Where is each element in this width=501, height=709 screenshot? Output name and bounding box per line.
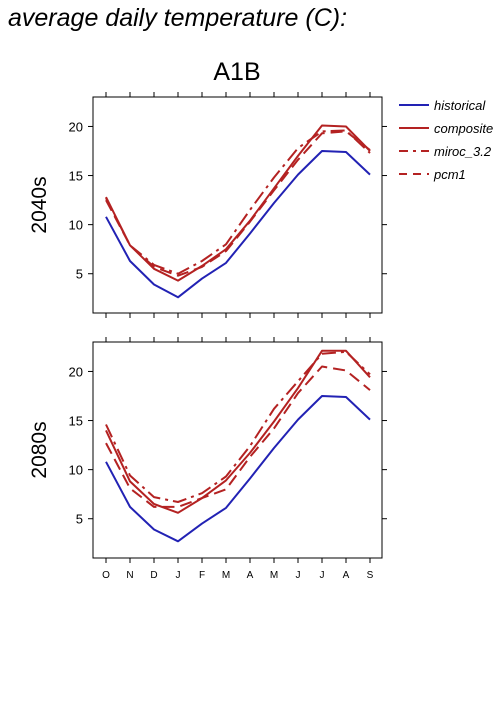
legend-label-miroc_3.2: miroc_3.2: [434, 144, 492, 159]
page-title: average daily temperature (C):: [8, 4, 348, 32]
plot-frame: [92, 96, 383, 314]
x-tick-label: M: [222, 570, 230, 581]
x-tick-label: N: [126, 570, 133, 581]
legend-label-historical: historical: [434, 98, 486, 113]
x-tick-label: A: [343, 570, 350, 581]
plot-frame: [92, 341, 383, 559]
x-tick-label: J: [320, 570, 325, 581]
y-tick-label: 10: [69, 463, 83, 478]
y-tick-label: 15: [69, 169, 83, 184]
series-line-composite: [105, 349, 371, 514]
series-line-pcm1: [105, 130, 371, 277]
panel-2040s: 5 10 15 20 2040s: [28, 92, 387, 318]
y-axis-label: 2080s: [28, 421, 51, 478]
panels-layer: 5 10 15 20 2040s 5 10 15 20 O N D J F M A M J J A S 2080s: [28, 92, 387, 581]
y-tick-label: 20: [69, 364, 83, 379]
x-tick-label: A: [247, 570, 254, 581]
series-line-historical: [105, 150, 371, 299]
chart-title: A1B: [213, 58, 260, 86]
panel-2080s: 5 10 15 20 O N D J F M A M J J A S 2080s: [28, 337, 387, 581]
y-tick-label: 10: [69, 218, 83, 233]
series-line-miroc_3.2: [105, 350, 371, 503]
x-tick-label: J: [176, 570, 181, 581]
series-line-pcm1: [105, 365, 371, 508]
x-tick-label: J: [296, 570, 301, 581]
y-tick-label: 5: [76, 267, 83, 282]
x-tick-label: F: [199, 570, 205, 581]
series-line-composite: [105, 124, 371, 282]
x-tick-label: O: [102, 570, 110, 581]
legend-label-composite: composite: [434, 121, 493, 136]
x-tick-label: S: [367, 570, 374, 581]
y-tick-label: 5: [76, 512, 83, 527]
legend-label-pcm1: pcm1: [433, 167, 466, 182]
series-line-historical: [105, 395, 371, 543]
y-tick-label: 15: [69, 414, 83, 429]
legend: historical composite miroc_3.2 pcm1: [399, 98, 493, 182]
y-tick-label: 20: [69, 119, 83, 134]
y-axis-label: 2040s: [28, 176, 51, 233]
x-tick-label: D: [150, 570, 157, 581]
x-tick-label: M: [270, 570, 278, 581]
